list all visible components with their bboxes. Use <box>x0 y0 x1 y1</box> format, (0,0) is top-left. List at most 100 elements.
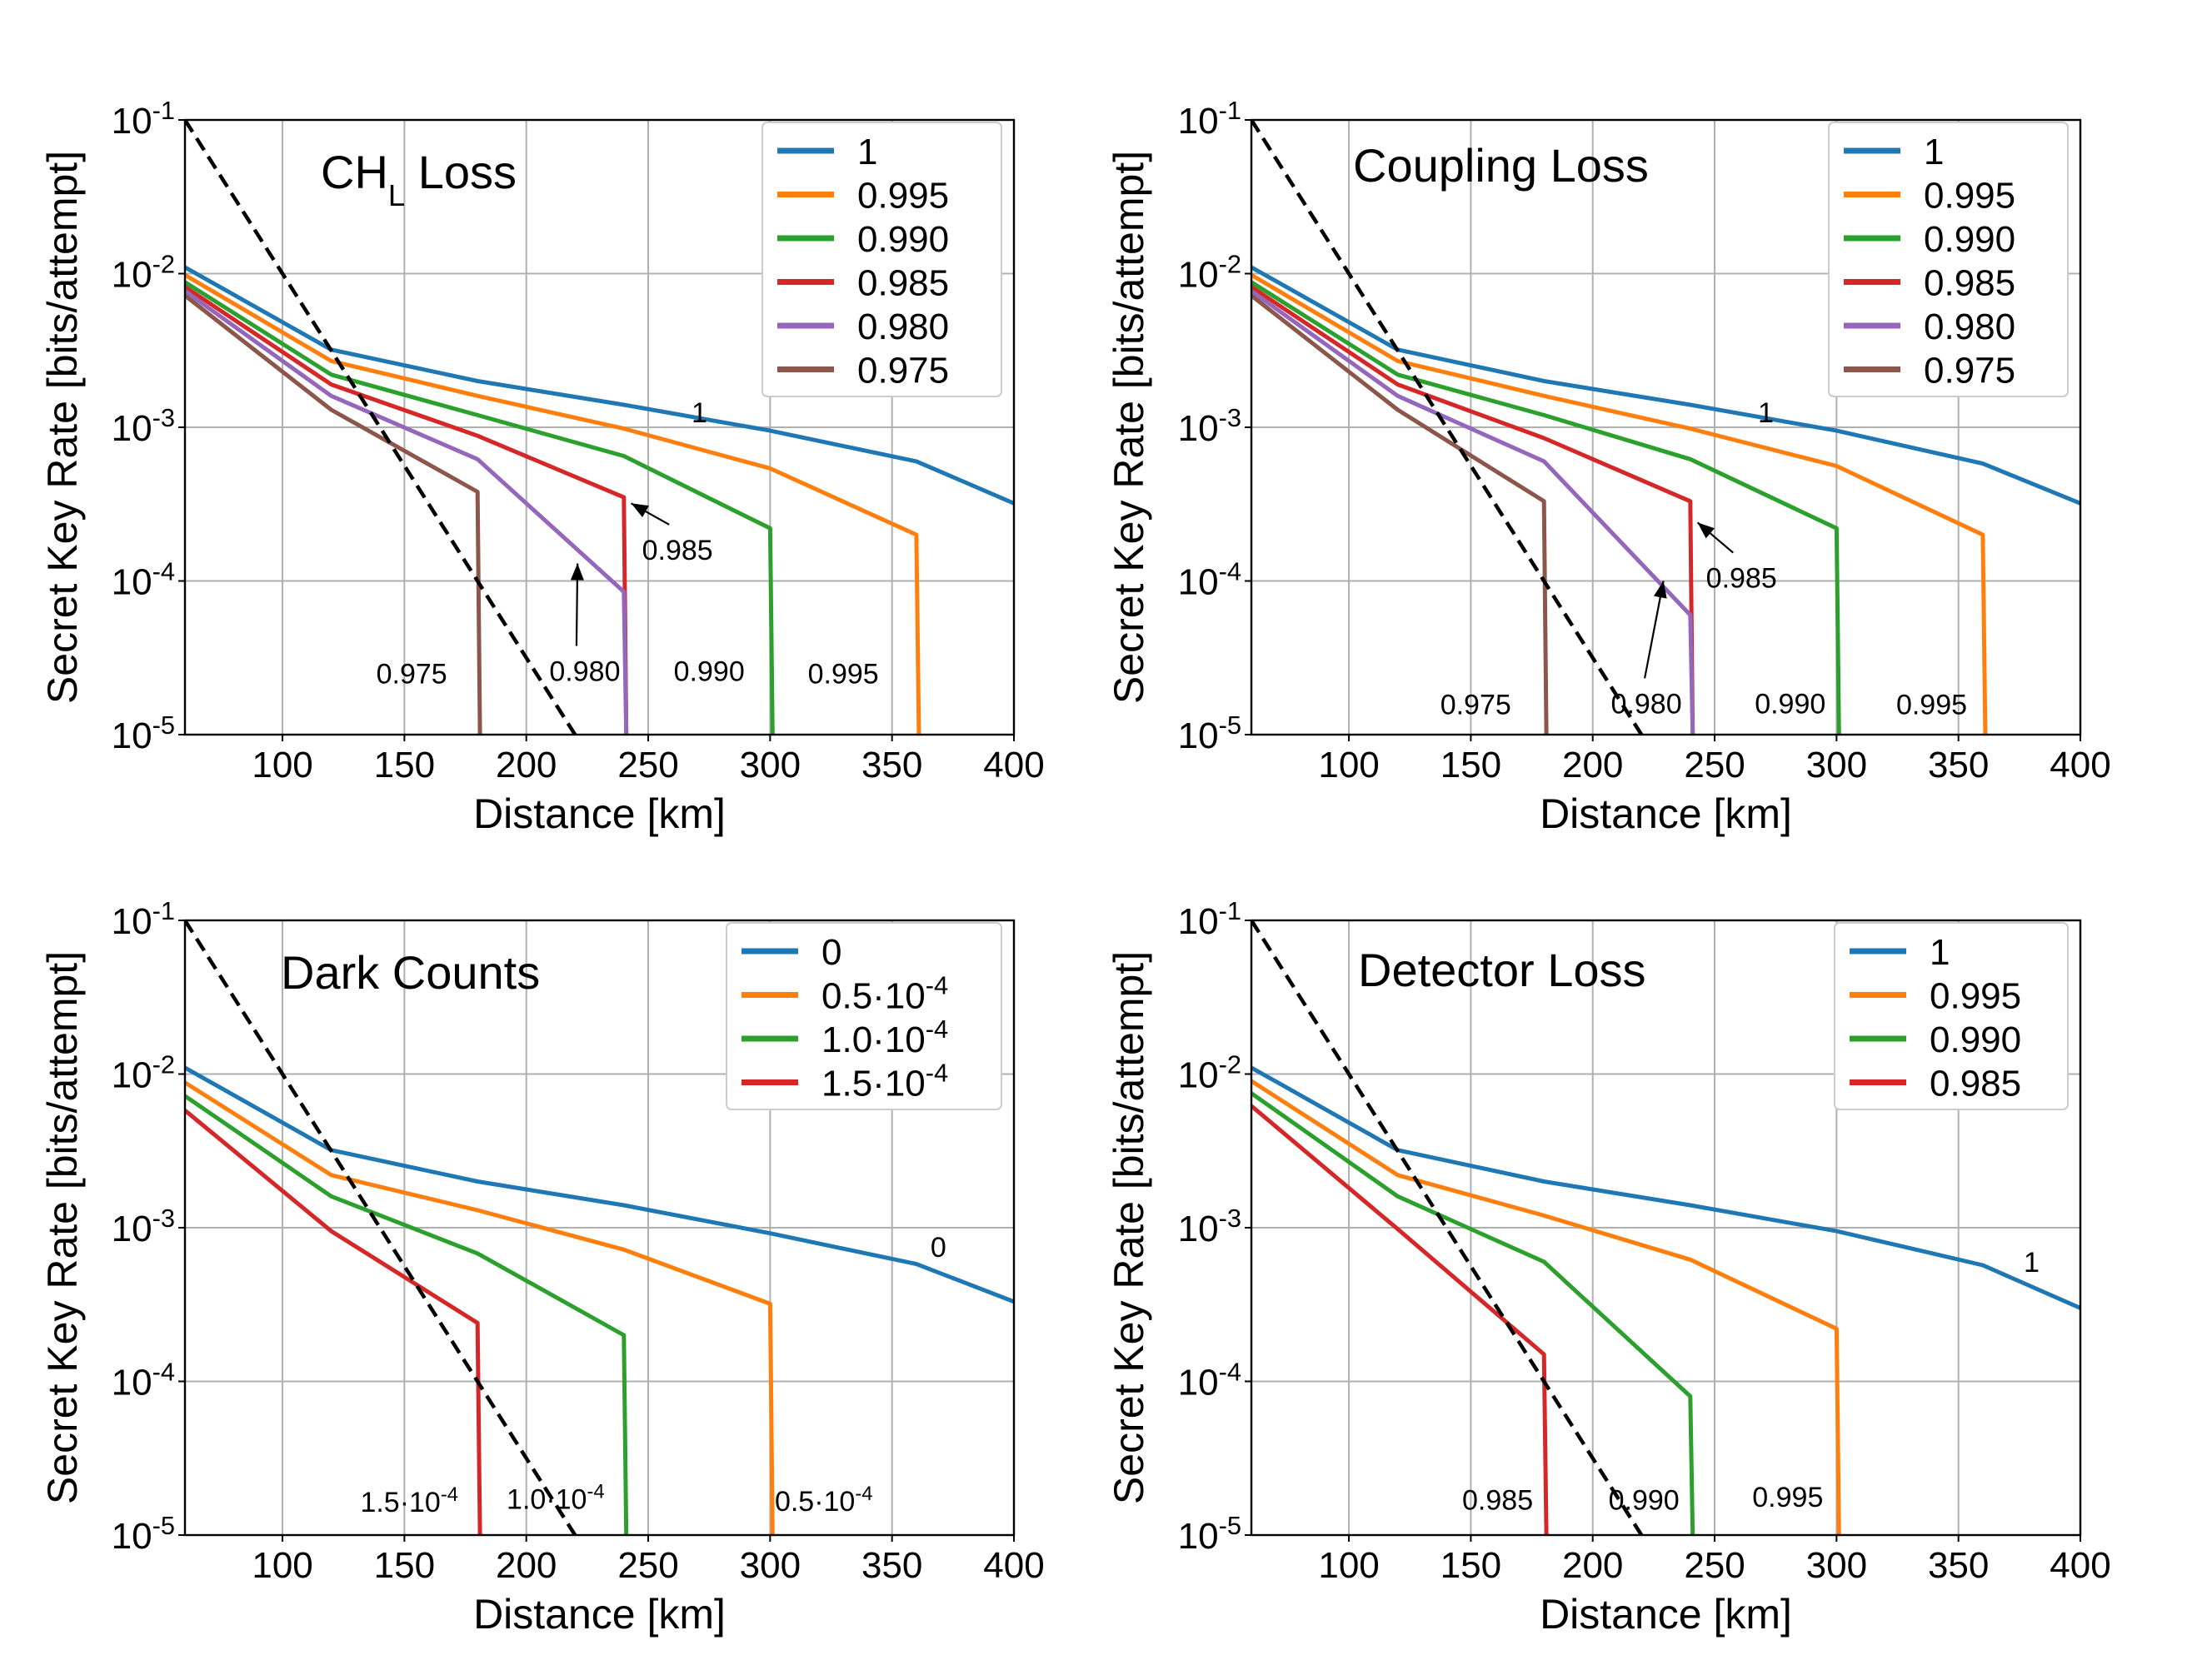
axes-frame <box>1250 919 2082 1537</box>
legend-label: 0.990 <box>1930 1019 2021 1060</box>
annotation-label: 0 <box>931 1232 946 1264</box>
x-tick-label: 300 <box>1806 745 1867 785</box>
series-line-0.980 <box>185 289 629 735</box>
y-tick-label: 10-5 <box>112 710 175 757</box>
y-tick-label: 10-2 <box>1178 249 1241 296</box>
annotation-label: 0.995 <box>1752 1482 1823 1513</box>
series-line-0.995 <box>1251 272 1988 735</box>
x-tick-label: 400 <box>2050 745 2110 785</box>
x-tick-label: 350 <box>1928 1545 1989 1586</box>
y-tick-label: 10-3 <box>1178 403 1241 450</box>
annotation-label: 0.980 <box>1611 688 1682 720</box>
legend-label: 0.980 <box>857 307 949 347</box>
legend-label: 0.995 <box>1924 176 2015 217</box>
series-line-0.985 <box>1251 1104 1549 1535</box>
legend-label: 0.975 <box>1924 351 2015 391</box>
y-axis-label: Secret Key Rate [bits/attempt] <box>1106 951 1152 1504</box>
series-line-0.5·10^-4 <box>185 1080 775 1535</box>
plot-area <box>185 920 1014 1535</box>
legend-label: 0.990 <box>857 219 949 260</box>
x-tick-label: 250 <box>1684 745 1745 785</box>
y-tick-label: 10-3 <box>112 403 175 450</box>
x-tick-label: 150 <box>1441 745 1501 785</box>
chart-panel-1: 100 150 200 250 300 350 400 10-5 10-4 10-3 10-2 10-… <box>39 96 1045 838</box>
panel-title: Detector Loss <box>1358 944 1646 996</box>
annotation-label: 0.990 <box>674 656 745 687</box>
annotation-label: 0.985 <box>1706 563 1777 595</box>
legend-label: 1 <box>1924 132 1944 172</box>
y-axis-label: Secret Key Rate [bits/attempt] <box>39 151 86 704</box>
annotation-label: 0.990 <box>1755 688 1825 720</box>
x-tick-label: 250 <box>617 745 678 785</box>
annotations: 1 0.985 0.990 0.995 <box>1462 1247 2040 1517</box>
annotation-label: 1.0·10-4 <box>507 1480 605 1516</box>
series-line-0.990 <box>1251 1091 1695 1535</box>
x-tick-label: 350 <box>861 1545 922 1586</box>
x-tick-label: 400 <box>983 1545 1044 1586</box>
x-tick-label: 350 <box>861 745 922 785</box>
x-axis-label: Distance [km] <box>1540 790 1792 837</box>
x-tick-label: 100 <box>252 745 312 785</box>
y-tick-label: 10-1 <box>112 96 175 142</box>
x-tick-label: 300 <box>740 745 801 785</box>
annotation-arrowhead <box>1697 522 1715 539</box>
series-line-0.990 <box>185 280 775 735</box>
x-tick-label: 100 <box>1318 745 1379 785</box>
axes-frame <box>183 919 1016 1537</box>
x-tick-label: 100 <box>1318 1545 1379 1586</box>
legend-label: 1 <box>1930 932 1950 973</box>
series-line-0.990 <box>1251 280 1841 735</box>
panel-title: Dark Counts <box>281 946 540 999</box>
annotation-label: 0.995 <box>808 659 879 690</box>
annotation-label: 0.975 <box>1441 689 1511 720</box>
annotation-label: 0.985 <box>642 535 713 566</box>
series-line-0.985 <box>1251 285 1695 735</box>
y-tick-label: 10-4 <box>112 556 175 603</box>
y-tick-label: 10-4 <box>1178 556 1241 603</box>
series-line-0.975 <box>185 293 482 735</box>
plot-area <box>1251 920 2080 1535</box>
x-tick-label: 350 <box>1928 745 1989 785</box>
legend-label: 0 <box>821 932 841 973</box>
x-tick-label: 200 <box>1562 745 1623 785</box>
annotations: 1 0.985 0.975 0.980 0.990 0.995 <box>1441 397 1967 720</box>
annotation-label: 0.995 <box>1896 689 1967 720</box>
annotation-label: 1 <box>2024 1247 2040 1279</box>
series-line-0.995 <box>185 272 921 735</box>
x-tick-label: 150 <box>1441 1545 1501 1586</box>
plot-area <box>185 120 1014 735</box>
series-line-0.985 <box>185 285 629 735</box>
x-axis-label: Distance [km] <box>473 790 726 837</box>
y-tick-label: 10-3 <box>1178 1204 1241 1250</box>
x-tick-label: 200 <box>1562 1545 1623 1586</box>
annotation-label: 0.990 <box>1609 1484 1680 1516</box>
y-tick-label: 10-5 <box>1178 1511 1241 1558</box>
reference-dashed-line <box>1251 920 1644 1535</box>
chart-panel-2: 100 150 200 250 300 350 400 10-5 10-4 10-3 10-2 10-… <box>1106 96 2111 838</box>
panel-title: CHL Loss <box>321 146 517 212</box>
annotation-label: 1.5·10-4 <box>360 1483 458 1518</box>
reference-dashed-line <box>185 920 577 1535</box>
x-tick-label: 400 <box>983 745 1044 785</box>
y-tick-label: 10-2 <box>112 1049 175 1096</box>
annotation-arrowhead <box>631 503 649 518</box>
plot-area <box>1251 120 2080 735</box>
x-tick-label: 200 <box>496 745 557 785</box>
axes-frame <box>1250 118 2082 736</box>
reference-dashed-line <box>1251 120 1644 735</box>
annotation-arrowhead <box>570 563 584 581</box>
y-tick-label: 10-2 <box>112 249 175 296</box>
y-tick-label: 10-2 <box>1178 1049 1241 1096</box>
legend-box <box>1834 922 2069 1110</box>
chart-panel-3: 100 150 200 250 300 350 400 10-5 10-4 10-3 10-2 10-… <box>39 896 1045 1638</box>
annotations: 0 1.5·10-4 1.0·10-4 0.5·10-4 <box>360 1232 946 1518</box>
annotation-label: 0.5·10-4 <box>775 1482 873 1518</box>
axes-frame <box>183 118 1016 736</box>
y-tick-label: 10-1 <box>1178 96 1241 142</box>
annotation-label: 1 <box>692 397 707 429</box>
y-tick-label: 10-1 <box>112 896 175 943</box>
y-tick-label: 10-4 <box>1178 1357 1241 1403</box>
